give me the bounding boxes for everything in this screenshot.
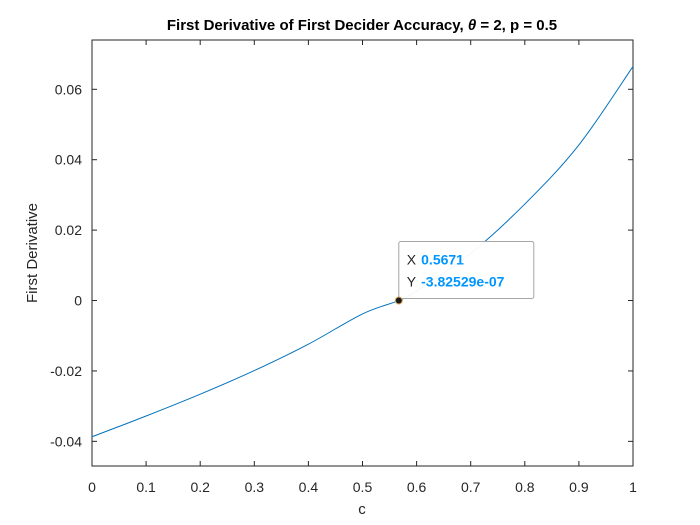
datatip-y-row: Y -3.82529e-07 — [407, 274, 505, 290]
x-tick-label: 0.6 — [407, 479, 427, 495]
x-tick-label: 0.1 — [136, 479, 156, 495]
title-suffix: = 2, p = 0.5 — [476, 17, 557, 34]
datatip-x-row: X 0.5671 — [407, 252, 464, 268]
datatip-y-key: Y — [407, 274, 417, 290]
y-tick-label: 0.02 — [55, 222, 82, 238]
x-tick-label: 0.5 — [353, 479, 373, 495]
datatip[interactable]: X 0.5671 Y -3.82529e-07 — [394, 241, 535, 305]
x-tick-label: 0.7 — [461, 479, 481, 495]
y-tick-label: 0 — [74, 293, 82, 309]
y-tick-label: -0.02 — [50, 363, 82, 379]
y-tick-label: -0.04 — [50, 433, 82, 449]
x-axis-label: c — [358, 501, 366, 518]
y-tick-label: 0.06 — [55, 81, 82, 97]
datatip-x-value: 0.5671 — [421, 252, 464, 268]
x-tick-label: 0.9 — [569, 479, 589, 495]
title-prefix: First Derivative of First Decider Accura… — [167, 17, 468, 34]
y-axis-label: First Derivative — [24, 203, 41, 303]
x-axis-ticks: 0 0.1 0.2 0.3 0.4 0.5 0.6 0.7 0.8 0.9 1 — [88, 40, 637, 495]
y-tick-label: 0.04 — [55, 152, 82, 168]
x-tick-label: 1 — [629, 479, 637, 495]
datatip-y-value: -3.82529e-07 — [421, 274, 505, 290]
title-theta-symbol: θ — [468, 17, 477, 34]
x-tick-label: 0.3 — [245, 479, 265, 495]
x-tick-label: 0 — [88, 479, 96, 495]
x-tick-label: 0.2 — [190, 479, 210, 495]
y-axis-ticks: -0.04 -0.02 0 0.02 0.04 0.06 — [50, 81, 633, 449]
datatip-box — [398, 241, 535, 300]
datatip-marker[interactable] — [394, 296, 403, 305]
plot-area — [91, 39, 634, 467]
x-tick-label: 0.4 — [299, 479, 319, 495]
chart-title: First Derivative of First Decider Accura… — [167, 17, 557, 34]
series-line — [91, 66, 634, 438]
x-tick-label: 0.8 — [515, 479, 535, 495]
datatip-x-key: X — [407, 252, 417, 268]
